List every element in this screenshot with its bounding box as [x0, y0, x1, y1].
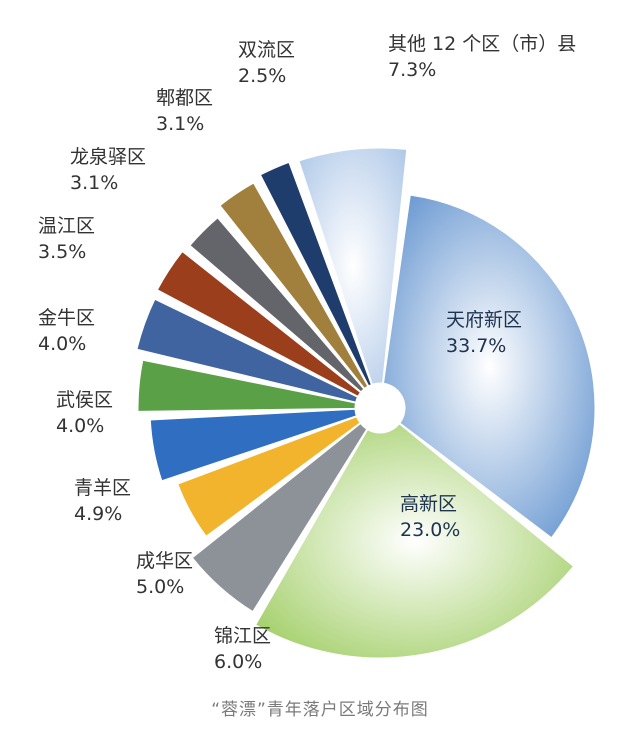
slice-value-label: 23.0% — [400, 519, 460, 541]
slice-value-label: 3.1% — [70, 172, 118, 194]
pie-slice — [189, 217, 365, 393]
slice-name-label: 龙泉驿区 — [70, 146, 146, 168]
pie-slices — [136, 147, 596, 659]
slice-value-label: 4.0% — [38, 333, 86, 355]
slice-name-label: 双流区 — [238, 39, 295, 61]
slice-name-label: 锦江区 — [214, 625, 271, 647]
slice-name-label: 高新区 — [400, 493, 457, 515]
chart-title: “蓉漂”青年落户区域分布图 — [211, 700, 429, 720]
pie-slice — [219, 182, 369, 390]
pie-slice — [255, 423, 575, 659]
pie-slice — [191, 422, 368, 613]
slice-value-label: 33.7% — [446, 335, 506, 357]
slice-name-label: 成华区 — [136, 550, 193, 572]
slice-value-label: 3.1% — [156, 113, 204, 135]
pie-slice — [382, 194, 596, 539]
slice-name-label: 青羊区 — [74, 477, 131, 499]
slice-name-label: 天府新区 — [446, 309, 522, 331]
pie-slice — [156, 250, 362, 397]
slice-name-label: 其他 12 个区（市）县 — [388, 33, 576, 55]
slice-value-label: 3.5% — [38, 241, 86, 263]
slice-name-label: 郫都区 — [156, 87, 213, 109]
slice-name-label: 温江区 — [38, 215, 95, 237]
pie-slice — [177, 416, 361, 537]
slice-name-label: 金牛区 — [38, 307, 95, 329]
slice-value-label: 4.9% — [74, 503, 122, 525]
slice-value-label: 2.5% — [238, 65, 286, 87]
pie-slice — [298, 147, 408, 385]
slice-name-label: 武侯区 — [56, 389, 113, 411]
pie-slice — [259, 161, 372, 387]
slice-value-label: 7.3% — [388, 59, 436, 81]
pie-slice — [136, 298, 359, 403]
slice-value-label: 4.0% — [56, 415, 104, 437]
pie-labels: 天府新区 33.7% 高新区 23.0% 锦江区 6.0% 成华区 5.0% 青羊区 4.9% 武侯… — [38, 33, 576, 673]
pie-slice — [149, 408, 357, 482]
pie-slice — [137, 359, 357, 412]
slice-value-label: 6.0% — [214, 651, 262, 673]
slice-value-label: 5.0% — [136, 576, 184, 598]
